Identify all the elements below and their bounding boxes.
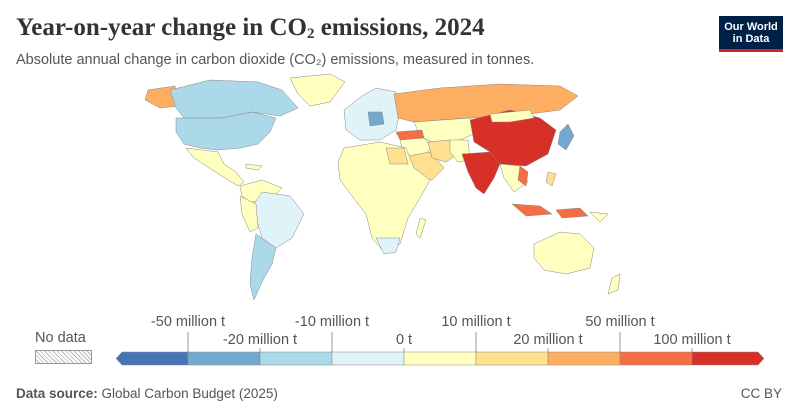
region-australia[interactable]: [533, 231, 595, 275]
legend-label-top-0: -50 million t: [150, 314, 226, 330]
legend-label-top-2: 10 million t: [441, 314, 511, 330]
chart-subtitle: Absolute annual change in carbon dioxide…: [16, 52, 535, 68]
region-mongolia[interactable]: [489, 109, 535, 123]
region-united-states[interactable]: [175, 111, 277, 151]
no-data-label: No data: [35, 330, 86, 346]
region-africa[interactable]: [337, 141, 431, 253]
region-philippines[interactable]: [545, 171, 557, 187]
legend-label-top-3: 50 million t: [585, 314, 655, 330]
region-canada[interactable]: [169, 79, 299, 119]
region-new-zealand[interactable]: [607, 273, 621, 295]
legend-swatch-6[interactable]: [547, 351, 621, 366]
region-vietnam[interactable]: [517, 165, 529, 187]
legend-bar: [115, 332, 765, 366]
legend-swatch-0[interactable]: [115, 351, 189, 366]
region-indonesia-east[interactable]: [555, 207, 589, 219]
data-source: Data source: Global Carbon Budget (2025): [16, 386, 278, 401]
legend-swatch-2[interactable]: [259, 351, 333, 366]
region-greenland[interactable]: [289, 73, 346, 107]
legend-swatch-1[interactable]: [187, 351, 261, 366]
legend-no-data: No data: [35, 330, 95, 364]
region-madagascar[interactable]: [415, 217, 427, 239]
region-peru[interactable]: [239, 195, 259, 233]
legend-swatch-5[interactable]: [475, 351, 549, 366]
owid-logo[interactable]: Our World in Data: [719, 16, 783, 52]
chart-title: Year-on-year change in CO2 emissions, 20…: [16, 14, 485, 42]
region-india[interactable]: [461, 151, 501, 195]
no-data-swatch: [35, 350, 92, 364]
license[interactable]: CC BY: [740, 386, 782, 401]
legend-label-top-1: -10 million t: [294, 314, 370, 330]
region-alaska[interactable]: [144, 85, 179, 109]
legend-swatch-7[interactable]: [619, 351, 693, 366]
region-caribbean[interactable]: [245, 163, 263, 171]
legend-swatch-4[interactable]: [403, 351, 477, 366]
region-south-africa[interactable]: [375, 237, 401, 255]
region-argentina[interactable]: [249, 233, 277, 301]
region-png[interactable]: [589, 211, 609, 223]
legend-label-bottom-3: 100 million t: [653, 332, 731, 348]
legend-swatch-3[interactable]: [331, 351, 405, 366]
legend-label-bottom-2: 20 million t: [513, 332, 583, 348]
legend-label-bottom-1: 0 t: [395, 332, 413, 348]
region-egypt[interactable]: [385, 147, 409, 165]
region-germany[interactable]: [367, 111, 385, 127]
region-japan[interactable]: [557, 123, 575, 151]
legend-label-bottom-0: -20 million t: [222, 332, 298, 348]
region-mexico[interactable]: [185, 147, 245, 187]
legend-swatch-8[interactable]: [691, 351, 765, 366]
world-map: [144, 73, 621, 301]
region-indonesia[interactable]: [511, 203, 553, 217]
